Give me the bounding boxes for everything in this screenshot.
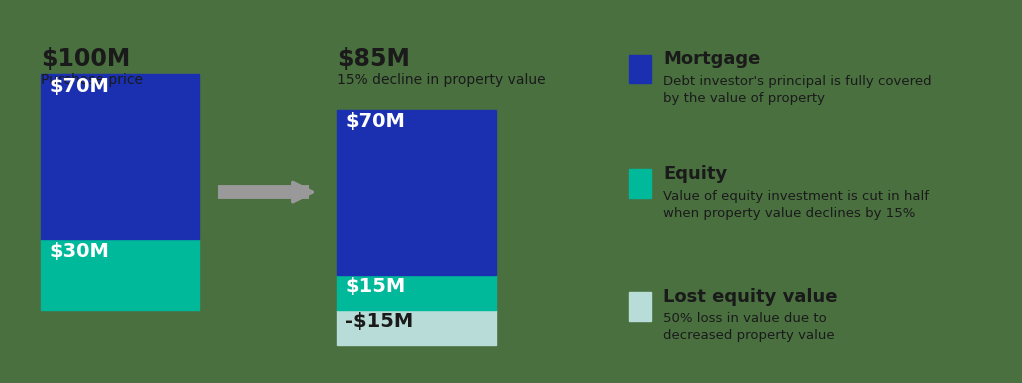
Bar bbox=[337, 310, 496, 345]
Bar bbox=[41, 74, 199, 239]
Bar bbox=[337, 275, 496, 310]
Text: Equity: Equity bbox=[663, 165, 728, 183]
Bar bbox=[41, 239, 199, 310]
Bar bbox=[337, 110, 496, 275]
Text: Value of equity investment is cut in half
when property value declines by 15%: Value of equity investment is cut in hal… bbox=[663, 190, 929, 220]
Text: Purchase price: Purchase price bbox=[41, 73, 143, 87]
Text: Lost equity value: Lost equity value bbox=[663, 288, 838, 306]
Text: $15M: $15M bbox=[345, 277, 406, 296]
Text: $85M: $85M bbox=[337, 47, 410, 71]
Text: $30M: $30M bbox=[49, 242, 109, 260]
Text: $70M: $70M bbox=[49, 77, 109, 96]
Text: 50% loss in value due to
decreased property value: 50% loss in value due to decreased prope… bbox=[663, 313, 835, 342]
Text: $100M: $100M bbox=[41, 47, 130, 71]
Text: Mortgage: Mortgage bbox=[663, 51, 760, 68]
Text: -$15M: -$15M bbox=[345, 312, 414, 331]
Text: $70M: $70M bbox=[345, 112, 406, 131]
Text: 15% decline in property value: 15% decline in property value bbox=[337, 73, 546, 87]
Text: Debt investor's principal is fully covered
by the value of property: Debt investor's principal is fully cover… bbox=[663, 75, 932, 105]
